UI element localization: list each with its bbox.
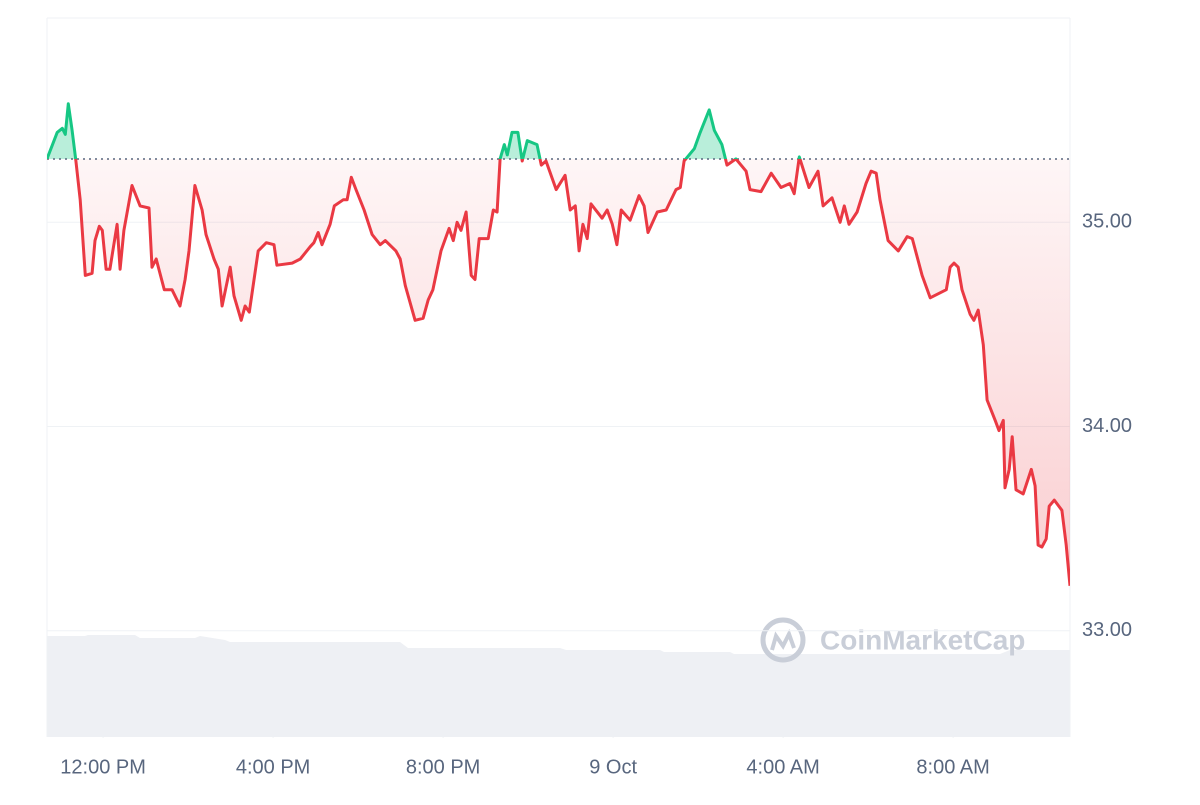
- x-tick-label: 12:00 PM: [60, 756, 146, 778]
- area-down: [75, 158, 1070, 586]
- watermark-text: CoinMarketCap: [820, 624, 1025, 655]
- y-tick-label: 34.00: [1082, 415, 1132, 437]
- price-line-up: [47, 102, 802, 159]
- x-tick-label: 4:00 PM: [236, 756, 310, 778]
- x-tick-label: 9 Oct: [589, 756, 637, 778]
- watermark: CoinMarketCap: [760, 617, 1025, 663]
- volume-band: [47, 635, 1070, 737]
- x-tick-label: 8:00 AM: [916, 756, 989, 778]
- price-line-down: [47, 158, 1070, 586]
- y-tick-label: 33.00: [1082, 619, 1132, 641]
- x-tick-label: 4:00 AM: [746, 756, 819, 778]
- x-tick-label: 8:00 PM: [406, 756, 480, 778]
- y-tick-label: 35.00: [1082, 211, 1132, 233]
